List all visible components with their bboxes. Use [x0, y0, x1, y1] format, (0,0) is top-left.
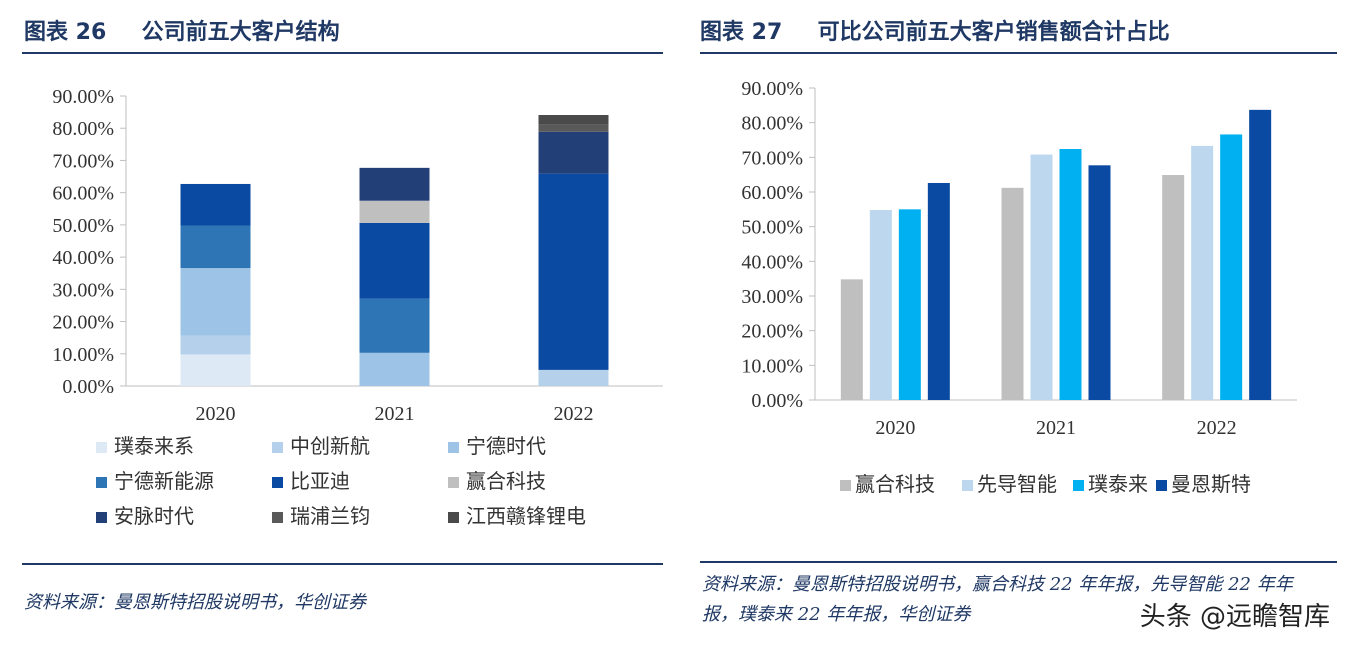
y-tick-label: 50.00%	[52, 215, 114, 237]
y-tick-label: 10.00%	[741, 355, 803, 377]
bar	[1030, 154, 1053, 400]
bar-segment	[538, 369, 609, 386]
legend-label: 安脉时代	[114, 505, 194, 528]
legend-label: 璞泰来系	[114, 435, 194, 458]
y-tick-label: 80.00%	[52, 118, 114, 140]
legend-swatch	[448, 442, 459, 453]
bar-segment	[180, 354, 251, 386]
bar	[1191, 145, 1214, 400]
chart-27-title: 图表 27 可比公司前五大客户销售额合计占比	[700, 14, 1170, 45]
bar-segment	[538, 124, 609, 132]
bar	[840, 279, 863, 400]
legend-label: 曼恩斯特	[1171, 473, 1251, 496]
y-tick-label: 0.00%	[751, 390, 803, 412]
bar-segment	[359, 298, 430, 353]
legend-label: 赢合科技	[466, 470, 546, 493]
title-divider	[22, 52, 663, 54]
y-tick-label: 40.00%	[741, 251, 803, 273]
figure-label: 图表 26	[24, 20, 107, 45]
legend-swatch	[1073, 480, 1084, 491]
legend-swatch	[448, 477, 459, 488]
title-divider	[700, 52, 1337, 54]
y-tick-label: 20.00%	[741, 321, 803, 343]
source-note: 资料来源：曼恩斯特招股说明书，赢合科技 22 年年报，先导智能 22 年年报，璞…	[702, 574, 1293, 625]
bar	[1001, 187, 1024, 400]
bar	[1249, 109, 1272, 400]
legend-label: 赢合科技	[855, 473, 935, 496]
legend-label: 宁德时代	[466, 435, 546, 458]
legend-swatch	[962, 480, 973, 491]
chart-title: 公司前五大客户结构	[141, 20, 340, 45]
source-divider	[22, 563, 663, 565]
y-tick-label: 0.00%	[62, 376, 114, 398]
legend-swatch	[272, 477, 283, 488]
y-tick-label: 90.00%	[52, 86, 114, 108]
bar-segment	[359, 352, 430, 386]
bar	[1220, 134, 1243, 400]
y-tick-label: 20.00%	[52, 312, 114, 334]
bar-segment	[180, 183, 251, 226]
legend-label: 璞泰来	[1088, 473, 1148, 496]
y-tick-label: 70.00%	[741, 147, 803, 169]
source-note: 资料来源：曼恩斯特招股说明书，华创证券	[24, 592, 366, 613]
y-tick-label: 30.00%	[741, 286, 803, 308]
bar	[1088, 165, 1111, 400]
bar-segment	[538, 115, 609, 125]
legend-swatch	[272, 442, 283, 453]
y-tick-label: 10.00%	[52, 344, 114, 366]
y-tick-label: 50.00%	[741, 217, 803, 239]
x-tick-label: 2021	[375, 403, 415, 425]
legend-label: 比亚迪	[290, 470, 350, 493]
legend-swatch	[840, 480, 851, 491]
figure-label: 图表 27	[700, 20, 783, 45]
x-tick-label: 2021	[1036, 417, 1076, 439]
bar-segment	[359, 222, 430, 299]
bar	[1162, 175, 1185, 400]
legend-label: 先导智能	[977, 473, 1057, 496]
y-tick-label: 30.00%	[52, 279, 114, 301]
stacked-bar-chart: 0.00% 10.00% 20.00% 30.00% 40.00% 50.00% 60.00…	[52, 86, 663, 528]
chart-26-title: 图表 26 公司前五大客户结构	[24, 14, 340, 45]
grouped-bar-chart: 0.00% 10.00% 20.00% 30.00% 40.00% 50.00% 60.00…	[741, 78, 1297, 496]
legend-label: 瑞浦兰钧	[290, 505, 370, 528]
y-tick-label: 40.00%	[52, 247, 114, 269]
bar-segment	[180, 335, 251, 355]
bar-segment	[538, 131, 609, 174]
legend-swatch	[96, 477, 107, 488]
bar	[898, 209, 921, 400]
source-divider	[700, 561, 1337, 563]
legend-label: 江西赣锋锂电	[466, 505, 586, 528]
y-tick-label: 60.00%	[741, 182, 803, 204]
x-tick-label: 2020	[196, 403, 236, 425]
legend-label: 中创新航	[290, 435, 370, 458]
y-tick-label: 90.00%	[741, 78, 803, 100]
bar-segment	[359, 167, 430, 201]
legend-label: 宁德新能源	[114, 470, 214, 493]
bar	[1059, 149, 1082, 400]
bar	[869, 210, 892, 400]
legend-swatch	[1156, 480, 1167, 491]
x-tick-label: 2022	[554, 403, 594, 425]
legend-swatch	[96, 442, 107, 453]
legend-swatch	[272, 512, 283, 523]
watermark: 头条 @远瞻智库	[1139, 602, 1330, 632]
y-tick-label: 60.00%	[52, 183, 114, 205]
bar-segment	[538, 173, 609, 370]
bar-segment	[180, 225, 251, 269]
bar	[927, 182, 950, 400]
chart-title: 可比公司前五大客户销售额合计占比	[817, 20, 1170, 45]
x-tick-label: 2022	[1197, 417, 1237, 439]
x-tick-label: 2020	[875, 417, 915, 439]
legend-swatch	[96, 512, 107, 523]
y-tick-label: 80.00%	[741, 113, 803, 135]
legend-swatch	[448, 512, 459, 523]
y-tick-label: 70.00%	[52, 150, 114, 172]
bar-segment	[359, 200, 430, 223]
bar-segment	[180, 268, 251, 336]
